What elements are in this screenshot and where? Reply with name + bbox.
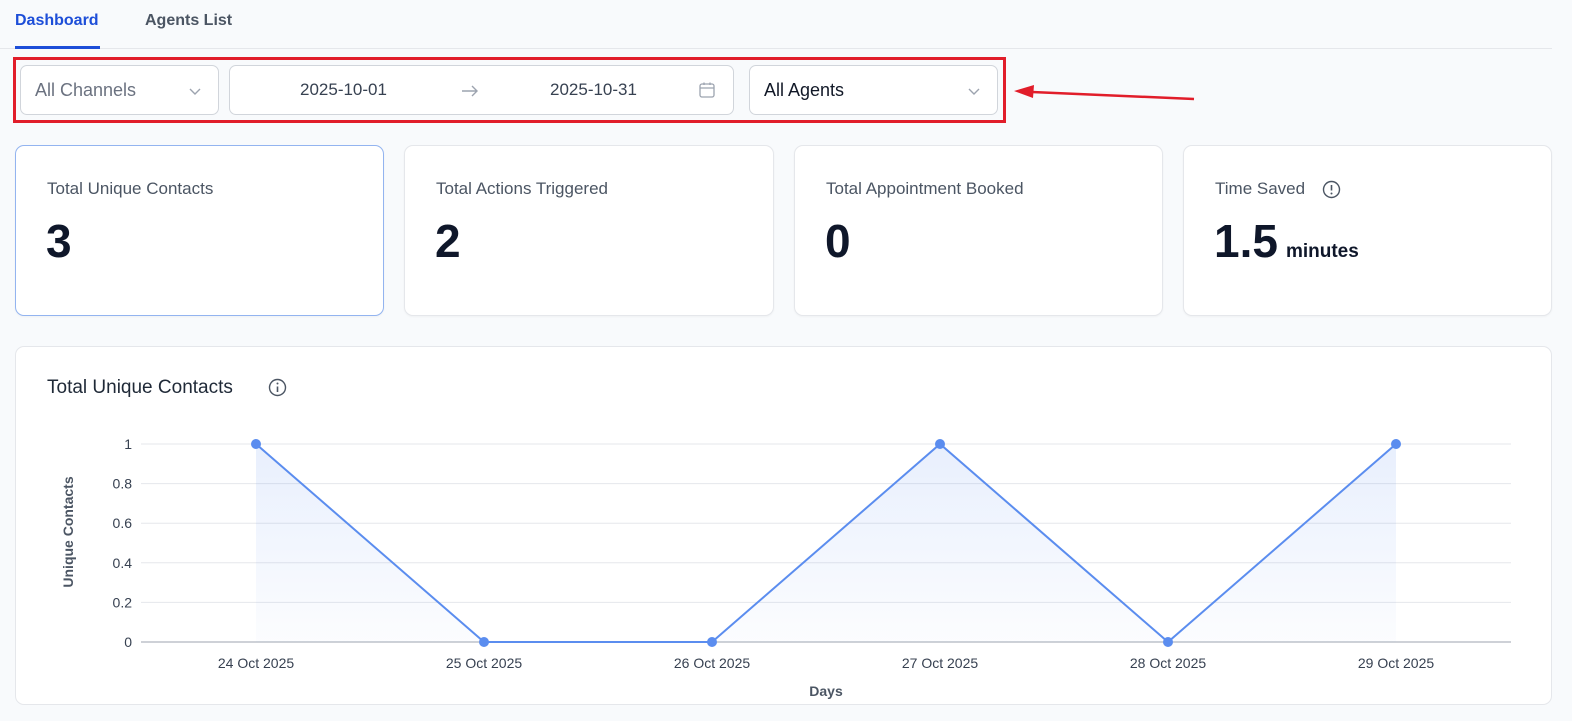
chevron-down-icon [189,88,201,95]
card-label: Time Saved [1215,179,1306,198]
x-axis-label: Days [809,683,843,699]
line-chart: 0 0.2 0.4 0.6 0.8 1 24 Oct 2025 25 Oct 2025 26 … [60,436,1511,699]
card-value-number: 1.5 [1214,215,1278,267]
card-value-unit: minutes [1285,241,1359,262]
data-point[interactable] [935,439,945,449]
agents-select[interactable]: All Agents [749,65,998,115]
calendar-icon[interactable] [698,81,716,99]
card-label: Total Appointment Booked [826,179,1024,198]
channels-select-value: All Channels [35,79,137,100]
data-point[interactable] [1163,637,1173,647]
x-tick-label: 26 Oct 2025 [674,655,750,671]
x-tick-label: 28 Oct 2025 [1130,655,1206,671]
card-total-actions-triggered[interactable]: Total Actions Triggered 2 [404,145,774,316]
chart-panel: 0 0.2 0.4 0.6 0.8 1 24 Oct 2025 25 Oct 2025 26 … [15,346,1552,705]
card-label: Total Actions Triggered [436,179,608,198]
x-tick-label: 27 Oct 2025 [902,655,978,671]
x-tick-label: 24 Oct 2025 [218,655,294,671]
date-range-picker[interactable]: 2025-10-01 2025-10-31 [229,65,734,115]
card-time-saved[interactable]: Time Saved 1.5 minutes [1183,145,1552,316]
y-tick-label: 0.6 [113,515,133,531]
arrow-right-icon [462,85,478,97]
annotation-highlight-box [13,57,1006,123]
y-tick-label: 0.4 [113,555,133,571]
card-value: 3 [46,215,72,267]
chevron-down-icon [968,88,980,95]
tab-bar: Dashboard Agents List [0,0,1552,49]
card-value: 1.5 minutes [1214,214,1359,268]
x-tick-label: 29 Oct 2025 [1358,655,1434,671]
data-point[interactable] [707,637,717,647]
channels-select[interactable]: All Channels [20,65,219,115]
annotation-arrow-icon [1014,85,1195,101]
data-point[interactable] [251,439,261,449]
agents-select-value: All Agents [764,79,845,100]
y-tick-label: 0 [124,634,132,650]
x-tick-label: 25 Oct 2025 [446,655,522,671]
card-total-unique-contacts[interactable]: Total Unique Contacts 3 [15,145,384,316]
alert-circle-icon[interactable] [1322,180,1341,199]
card-total-appointment-booked[interactable]: Total Appointment Booked 0 [794,145,1163,316]
date-start[interactable]: 2025-10-01 [300,80,387,99]
series-line [255,442,1397,644]
tab-agents-list[interactable]: Agents List [145,12,233,29]
data-point[interactable] [479,637,489,647]
card-value: 2 [435,215,461,267]
chart-title: Total Unique Contacts [47,377,233,398]
y-axis-label: Unique Contacts [60,476,76,587]
card-label: Total Unique Contacts [47,179,214,198]
date-end[interactable]: 2025-10-31 [550,80,637,99]
y-tick-label: 0.8 [113,476,133,492]
card-value: 0 [825,215,851,267]
tab-dashboard[interactable]: Dashboard [15,12,100,49]
data-point[interactable] [1391,439,1401,449]
y-tick-label: 0.2 [113,594,133,610]
info-icon[interactable] [268,378,287,397]
y-tick-label: 1 [124,436,132,452]
